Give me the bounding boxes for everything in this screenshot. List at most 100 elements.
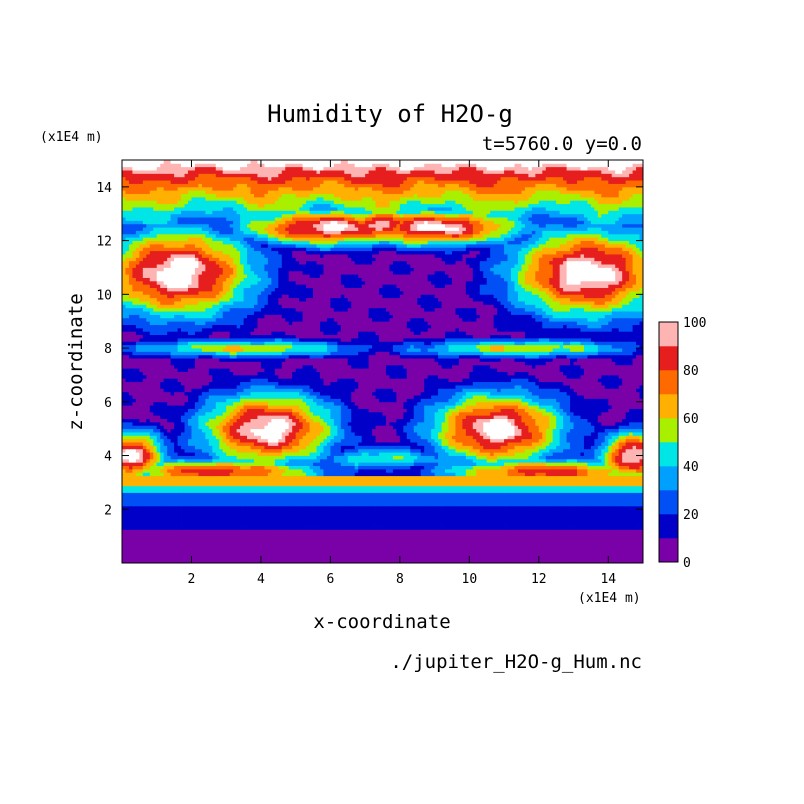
heatmap-cell xyxy=(316,502,321,507)
heatmap-cell xyxy=(417,505,422,510)
heatmap-cell xyxy=(618,455,623,460)
heatmap-cell xyxy=(448,485,453,490)
heatmap-cell xyxy=(184,549,189,554)
heatmap-cell xyxy=(299,509,304,514)
heatmap-cell xyxy=(253,499,258,503)
heatmap-cell xyxy=(128,512,133,517)
heatmap-cell xyxy=(281,542,286,547)
heatmap-cell xyxy=(566,542,571,547)
heatmap-cell xyxy=(601,539,606,544)
heatmap-cell xyxy=(535,519,540,524)
heatmap-cell xyxy=(340,536,345,540)
heatmap-cell xyxy=(326,509,331,514)
heatmap-cell xyxy=(451,522,456,527)
heatmap-cell xyxy=(615,455,620,460)
heatmap-cell xyxy=(247,502,251,507)
heatmap-cell xyxy=(285,522,290,527)
heatmap-cell xyxy=(285,475,290,480)
heatmap-cell xyxy=(295,512,300,517)
heatmap-cell xyxy=(326,482,331,487)
heatmap-cell xyxy=(462,452,467,456)
heatmap-cell xyxy=(559,559,564,564)
heatmap-cell xyxy=(500,492,505,497)
heatmap-cell xyxy=(504,462,508,467)
heatmap-cell xyxy=(167,546,172,550)
heatmap-cell xyxy=(476,539,481,544)
heatmap-cell xyxy=(583,502,588,507)
heatmap-cell xyxy=(455,515,460,520)
heatmap-cell xyxy=(285,452,290,456)
heatmap-cell xyxy=(142,505,147,510)
heatmap-cell xyxy=(500,515,505,520)
heatmap-cell xyxy=(632,475,637,480)
heatmap-cell xyxy=(590,495,595,500)
heatmap-cell xyxy=(455,539,460,544)
heatmap-cell xyxy=(445,499,449,503)
heatmap-cell xyxy=(243,448,248,453)
heatmap-cell xyxy=(622,536,627,540)
heatmap-cell xyxy=(233,515,238,520)
heatmap-cell xyxy=(538,499,543,503)
heatmap-cell xyxy=(122,546,126,550)
heatmap-cell xyxy=(208,468,213,473)
heatmap-cell xyxy=(385,529,390,534)
heatmap-cell xyxy=(594,458,599,463)
heatmap-cell xyxy=(295,505,300,510)
heatmap-cell xyxy=(260,452,265,456)
heatmap-cell xyxy=(337,495,342,500)
heatmap-cell xyxy=(389,492,394,497)
heatmap-cell xyxy=(153,479,158,483)
heatmap-cell xyxy=(191,529,196,534)
heatmap-cell xyxy=(521,512,526,517)
heatmap-cell xyxy=(462,512,467,517)
heatmap-cell xyxy=(201,458,206,463)
heatmap-cell xyxy=(625,485,630,490)
heatmap-cell xyxy=(556,529,561,534)
heatmap-cell xyxy=(288,515,293,520)
heatmap-cell xyxy=(257,549,262,554)
heatmap-cell xyxy=(406,532,411,537)
heatmap-cell xyxy=(163,452,168,456)
heatmap-cell xyxy=(636,529,640,534)
heatmap-cell xyxy=(507,515,512,520)
heatmap-cell xyxy=(552,539,557,544)
heatmap-cell xyxy=(517,529,522,534)
heatmap-cell xyxy=(403,492,408,497)
heatmap-cell xyxy=(267,485,272,490)
heatmap-cell xyxy=(639,532,644,537)
heatmap-cell xyxy=(604,499,609,503)
heatmap-cell xyxy=(236,502,241,507)
heatmap-cell xyxy=(632,539,637,544)
heatmap-cell xyxy=(511,529,515,534)
heatmap-cell xyxy=(445,479,449,483)
heatmap-cell xyxy=(306,495,310,500)
heatmap-cell xyxy=(260,458,265,463)
heatmap-cell xyxy=(500,532,505,537)
heatmap-cell xyxy=(174,542,178,547)
heatmap-cell xyxy=(372,509,376,514)
heatmap-cell xyxy=(490,526,495,530)
heatmap-cell xyxy=(441,552,446,557)
heatmap-cell xyxy=(135,549,140,554)
heatmap-cell xyxy=(469,502,474,507)
heatmap-cell xyxy=(542,526,547,530)
heatmap-cell xyxy=(431,468,435,473)
heatmap-cell xyxy=(570,512,574,517)
heatmap-cell xyxy=(306,515,310,520)
heatmap-cell xyxy=(257,529,262,534)
heatmap-cell xyxy=(219,522,224,527)
heatmap-cell xyxy=(299,485,304,490)
heatmap-cell xyxy=(392,512,397,517)
heatmap-cell xyxy=(274,499,279,503)
heatmap-cell xyxy=(323,522,328,527)
heatmap-cell xyxy=(281,458,286,463)
heatmap-cell xyxy=(392,539,397,544)
heatmap-cell xyxy=(434,522,439,527)
heatmap-cell xyxy=(483,462,488,467)
heatmap-cell xyxy=(573,485,578,490)
heatmap-cell xyxy=(128,502,133,507)
heatmap-cell xyxy=(563,495,567,500)
heatmap-cell xyxy=(535,462,540,467)
heatmap-cell xyxy=(604,502,609,507)
heatmap-cell xyxy=(570,502,574,507)
